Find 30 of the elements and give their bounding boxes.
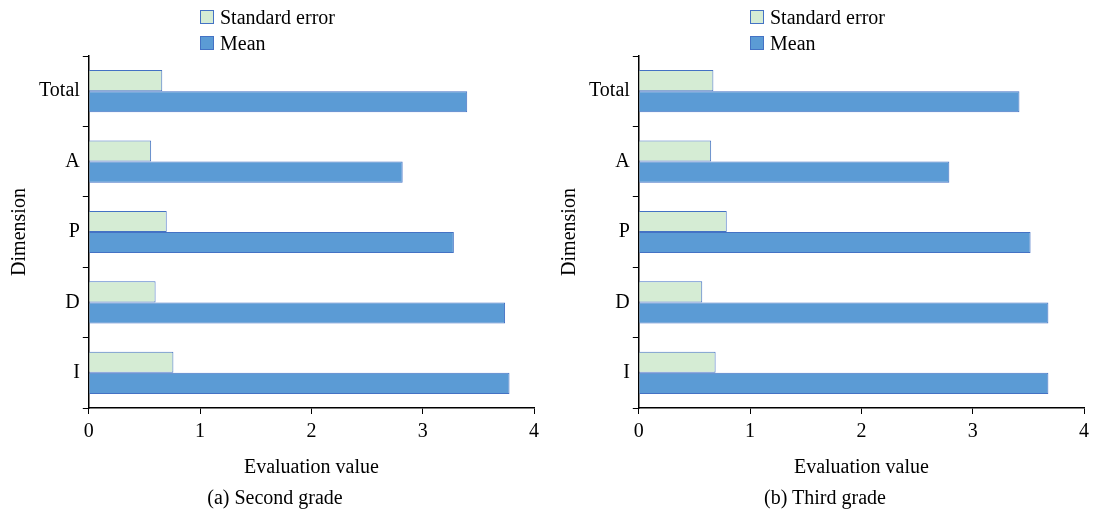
x-tick-label: 0	[83, 419, 94, 442]
x-tick-label: 3	[967, 419, 978, 442]
y-tick-label: I	[623, 360, 630, 383]
x-tick-label: 0	[633, 419, 644, 442]
y-tick-label: I	[73, 360, 80, 383]
x-tick-label: 1	[195, 419, 206, 442]
x-tick-label: 2	[306, 419, 317, 442]
x-tick-label: 1	[745, 419, 756, 442]
x-tick-label: 4	[1079, 419, 1089, 442]
y-tick-label: P	[618, 219, 630, 242]
text: (b) Third grade	[763, 486, 887, 509]
legend-label: Standard error	[220, 5, 335, 30]
x-tick-label: 4	[529, 419, 539, 442]
x-axis-title: Evaluation value	[793, 455, 929, 478]
y-tick-label: Total	[39, 78, 81, 101]
x-axis-title: Evaluation value	[243, 455, 379, 478]
x-tick-label: 2	[856, 419, 867, 442]
y-tick-label: A	[65, 148, 81, 171]
x-tick-label: 3	[417, 419, 428, 442]
text: (a) Second grade	[206, 486, 344, 509]
y-tick-label: Total	[589, 78, 631, 101]
legend-label: Mean	[770, 31, 816, 56]
y-tick-label: A	[615, 148, 631, 171]
y-tick-label: P	[68, 219, 80, 242]
y-axis-title: Dimension	[557, 188, 580, 276]
legend-label: Mean	[220, 31, 266, 56]
y-tick-label: D	[65, 289, 80, 312]
y-tick-label: D	[615, 289, 630, 312]
y-axis-title: Dimension	[7, 188, 30, 276]
legend-label: Standard error	[770, 5, 885, 30]
